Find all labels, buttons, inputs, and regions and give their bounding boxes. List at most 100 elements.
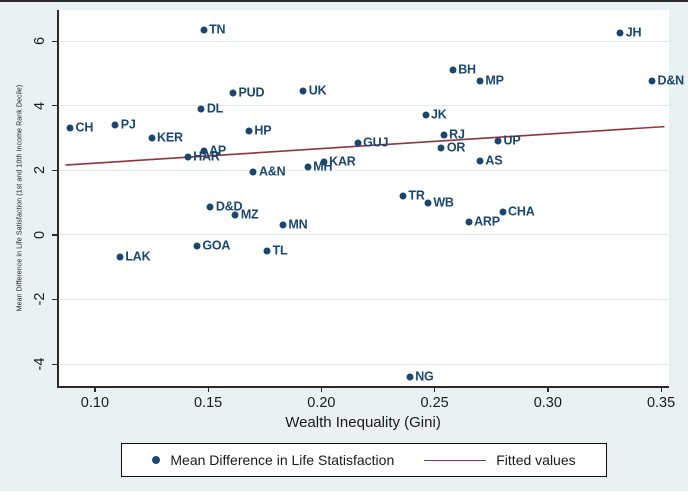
x-tick-label: 0.30 — [533, 395, 562, 411]
data-point-label: RJ — [449, 127, 465, 142]
x-tick-label: 0.25 — [420, 395, 449, 411]
y-tick-mark — [52, 169, 57, 171]
y-tick-label: 2 — [32, 166, 48, 175]
data-point — [111, 121, 119, 129]
horizontal-gridline — [58, 363, 669, 365]
data-point — [299, 87, 307, 95]
data-point-label: A&N — [258, 164, 286, 179]
data-point-label: CH — [75, 120, 94, 135]
data-point — [476, 157, 484, 165]
data-point — [449, 66, 457, 74]
x-tick-mark — [660, 387, 662, 392]
legend-scatter-marker — [152, 456, 161, 464]
data-point-label: PJ — [120, 117, 136, 132]
data-point-label: ARP — [474, 214, 500, 229]
data-point-label: GUJ — [363, 135, 389, 150]
data-point-label: UK — [308, 83, 327, 98]
data-point — [200, 26, 208, 34]
y-tick-mark — [52, 40, 57, 42]
data-point — [148, 134, 156, 142]
data-point — [193, 242, 201, 250]
legend-scatter-label: Mean Difference in Life Statisfaction — [170, 452, 395, 468]
horizontal-gridline — [58, 40, 669, 42]
data-point — [476, 77, 484, 85]
chart-canvas: TN JH BH MP D&N UK PUD DL JK PJ CH HP RJ KER UP GUJ OR AP… — [0, 2, 688, 491]
data-point — [406, 373, 414, 381]
y-tick-mark — [52, 298, 57, 301]
data-point — [200, 147, 208, 155]
horizontal-gridline — [58, 234, 669, 236]
data-point-label: HAR — [193, 150, 220, 165]
data-point-label: CHA — [508, 204, 535, 219]
y-axis-title: Mean Difference in Life Satisfaction (1s… — [16, 84, 24, 312]
x-tick-mark — [434, 387, 436, 392]
data-point — [184, 153, 192, 161]
data-point-label: GOA — [202, 238, 231, 253]
data-point — [616, 29, 624, 37]
figure-top-border — [0, 0, 688, 2]
data-point — [465, 218, 473, 226]
x-tick-mark — [320, 387, 323, 392]
data-point-label: MP — [485, 74, 504, 89]
data-point — [648, 77, 656, 85]
data-point-label: KER — [157, 130, 183, 145]
data-point-label: TN — [209, 22, 226, 37]
figure-bottom-margin — [0, 491, 688, 501]
horizontal-gridline — [58, 169, 669, 171]
y-tick-mark — [52, 363, 57, 365]
data-point-label: AP — [209, 143, 227, 158]
x-tick-mark — [547, 387, 549, 392]
data-point-label: KAR — [329, 154, 356, 169]
data-point — [499, 208, 507, 216]
x-tick-mark — [207, 387, 209, 392]
legend-line-marker — [424, 459, 487, 461]
x-tick-label: 0.10 — [80, 395, 110, 411]
x-axis-line — [57, 386, 669, 388]
data-point-label: MH — [313, 159, 333, 174]
data-point-label: LAK — [125, 250, 151, 265]
legend-box: Mean Difference in Life Statisfaction Fi… — [121, 443, 607, 477]
plot-area — [58, 10, 669, 386]
data-point — [354, 139, 362, 147]
data-point — [304, 163, 312, 171]
data-point-label: D&N — [657, 74, 685, 89]
data-point — [424, 199, 432, 207]
data-point — [66, 124, 74, 132]
x-tick-mark — [94, 387, 96, 392]
y-tick-label: 4 — [32, 101, 48, 110]
data-point — [197, 105, 205, 113]
data-point — [116, 253, 124, 261]
data-point — [437, 144, 445, 152]
data-point — [279, 221, 287, 229]
data-point-label: DL — [206, 101, 224, 116]
y-tick-label: 0 — [32, 230, 48, 239]
horizontal-gridline — [58, 298, 669, 300]
data-point-label: JK — [431, 108, 447, 123]
y-tick-label: -4 — [32, 357, 48, 371]
y-axis-line — [57, 10, 59, 386]
horizontal-gridline — [58, 105, 669, 107]
data-point-label: TL — [272, 243, 288, 258]
data-point-label: AS — [485, 153, 503, 168]
data-point-label: WB — [433, 195, 454, 210]
y-tick-label: 6 — [32, 36, 48, 46]
x-tick-label: 0.35 — [646, 395, 676, 411]
x-tick-label: 0.20 — [307, 395, 336, 411]
x-axis-title: Wealth Inequality (Gini) — [285, 414, 441, 431]
data-point — [231, 211, 239, 219]
y-tick-label: -2 — [32, 292, 48, 306]
data-point-label: PUD — [238, 85, 265, 100]
data-point — [422, 111, 430, 119]
data-point-label: TR — [408, 188, 425, 203]
data-point — [206, 203, 214, 211]
data-point — [245, 127, 253, 135]
data-point-label: JH — [625, 25, 642, 40]
data-point-label: MN — [288, 217, 308, 232]
data-point — [440, 131, 448, 139]
data-point — [320, 158, 328, 166]
data-point — [494, 137, 502, 145]
legend-line-label: Fitted values — [496, 452, 576, 468]
data-point-label: D&D — [215, 200, 243, 215]
data-point-label: BH — [458, 62, 476, 77]
